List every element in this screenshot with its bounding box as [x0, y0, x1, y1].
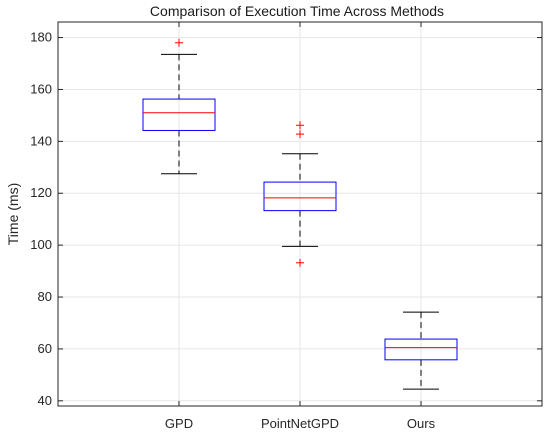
grid-layer — [58, 22, 542, 406]
outlier-marker — [296, 130, 304, 139]
y-tick-label: 80 — [38, 289, 52, 304]
iqr-box — [263, 181, 337, 212]
y-axis-label: Time (ms) — [5, 183, 21, 245]
y-tick-label: 180 — [30, 30, 52, 45]
axes-layer: 40 60 80 100 120 140 160 180 GPD PointNetGPD Ours — [30, 22, 542, 431]
y-tick-label: 100 — [30, 237, 52, 252]
outlier-marker — [296, 258, 304, 267]
y-tick-label: 120 — [30, 185, 52, 200]
x-tick-label: PointNetGPD — [261, 416, 339, 431]
chart-title: Comparison of Execution Time Across Meth… — [150, 3, 444, 19]
box-group-pointnetgpd — [263, 121, 337, 267]
iqr-box — [142, 98, 216, 131]
x-tick-label: GPD — [165, 416, 193, 431]
y-tick-label: 40 — [38, 393, 52, 408]
data-layer — [142, 38, 458, 390]
iqr-box — [384, 338, 458, 361]
y-tick-label: 140 — [30, 133, 52, 148]
outlier-marker — [296, 121, 304, 130]
box-group-ours — [384, 311, 458, 390]
box-group-gpd — [142, 38, 216, 175]
outlier-marker — [175, 38, 183, 47]
x-tick-label: Ours — [407, 416, 436, 431]
y-tick-label: 60 — [38, 341, 52, 356]
y-tick-label: 160 — [30, 81, 52, 96]
